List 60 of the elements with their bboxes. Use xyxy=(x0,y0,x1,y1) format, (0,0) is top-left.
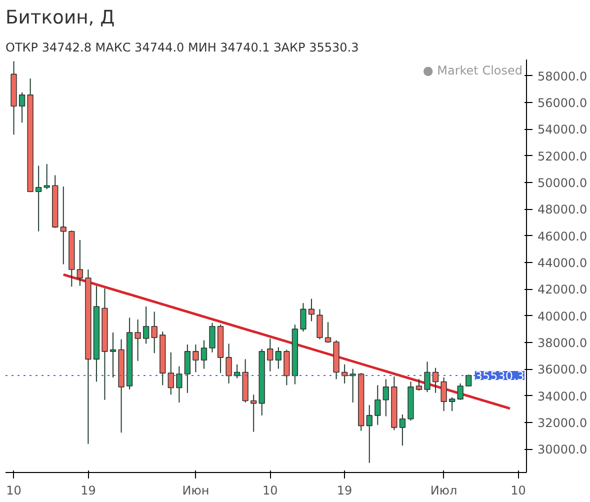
candlestick xyxy=(399,414,406,446)
candlestick xyxy=(168,352,174,396)
candlestick xyxy=(324,322,332,344)
y-tick-label: 40000.0 xyxy=(538,309,588,324)
x-tick-label: 10 xyxy=(510,484,526,498)
ref-line-label: 35530.3 xyxy=(474,368,524,383)
chart-subtitle: ОТКР 34742.8 МАКС 34744.0 МИН 34740.1 ЗАКР 35530.3 xyxy=(6,40,359,54)
x-tick-label: Июл xyxy=(430,484,458,498)
candlestick xyxy=(350,368,356,404)
candlestick xyxy=(176,366,182,404)
candlestick xyxy=(192,344,199,373)
x-tick-label: 10 xyxy=(6,484,22,498)
x-tick-label: 10 xyxy=(262,484,278,498)
candlestick xyxy=(110,332,116,378)
x-tick-label: Июн xyxy=(182,484,210,498)
y-tick-label: 50000.0 xyxy=(538,176,588,190)
candlestick xyxy=(200,340,208,370)
y-tick-label: 48000.0 xyxy=(538,202,588,217)
y-tick-label: 38000.0 xyxy=(538,336,588,350)
y-tick-label: 36000.0 xyxy=(538,362,588,377)
candlestick xyxy=(18,92,26,124)
x-tick-label: 19 xyxy=(336,484,352,498)
candlestick xyxy=(316,308,323,340)
candlestick xyxy=(374,384,381,426)
candlestick xyxy=(300,302,306,332)
candlestick xyxy=(226,343,232,384)
candlestick xyxy=(308,298,315,322)
y-tick-label: 54000.0 xyxy=(538,122,588,137)
y-tick-label: 34000.0 xyxy=(538,389,588,404)
candlestick xyxy=(184,344,191,394)
x-tick-label: 19 xyxy=(80,484,96,498)
candlestick xyxy=(275,346,282,370)
candlestick xyxy=(267,338,274,372)
candlestick xyxy=(424,361,430,393)
candlestick xyxy=(60,186,66,265)
candlestick xyxy=(35,165,42,232)
annotation: ● Market Closed xyxy=(422,64,522,78)
y-tick-label: 58000.0 xyxy=(538,69,588,84)
candlestick xyxy=(440,376,447,412)
candlestick xyxy=(366,404,372,464)
candlestick xyxy=(44,164,50,190)
candlestick xyxy=(250,394,257,432)
candlestick xyxy=(209,322,216,353)
candlestick xyxy=(382,378,389,417)
candlestick xyxy=(457,382,464,400)
y-tick-label: 52000.0 xyxy=(538,149,588,164)
candlestick xyxy=(143,306,150,344)
candlestick xyxy=(432,367,439,394)
y-tick-label: 56000.0 xyxy=(538,96,588,110)
y-tick-label: 46000.0 xyxy=(538,229,588,244)
candlestick xyxy=(76,240,84,286)
y-tick-label: 44000.0 xyxy=(538,256,588,270)
candlestick xyxy=(151,311,158,354)
chart-title: Биткоин, Д xyxy=(6,8,115,28)
candlestick xyxy=(134,318,141,362)
candlestick xyxy=(416,378,422,392)
candlestick xyxy=(448,396,456,412)
y-tick-label: 30000.0 xyxy=(538,442,588,457)
y-tick-label: 32000.0 xyxy=(538,416,588,430)
y-tick-label: 42000.0 xyxy=(538,282,588,297)
